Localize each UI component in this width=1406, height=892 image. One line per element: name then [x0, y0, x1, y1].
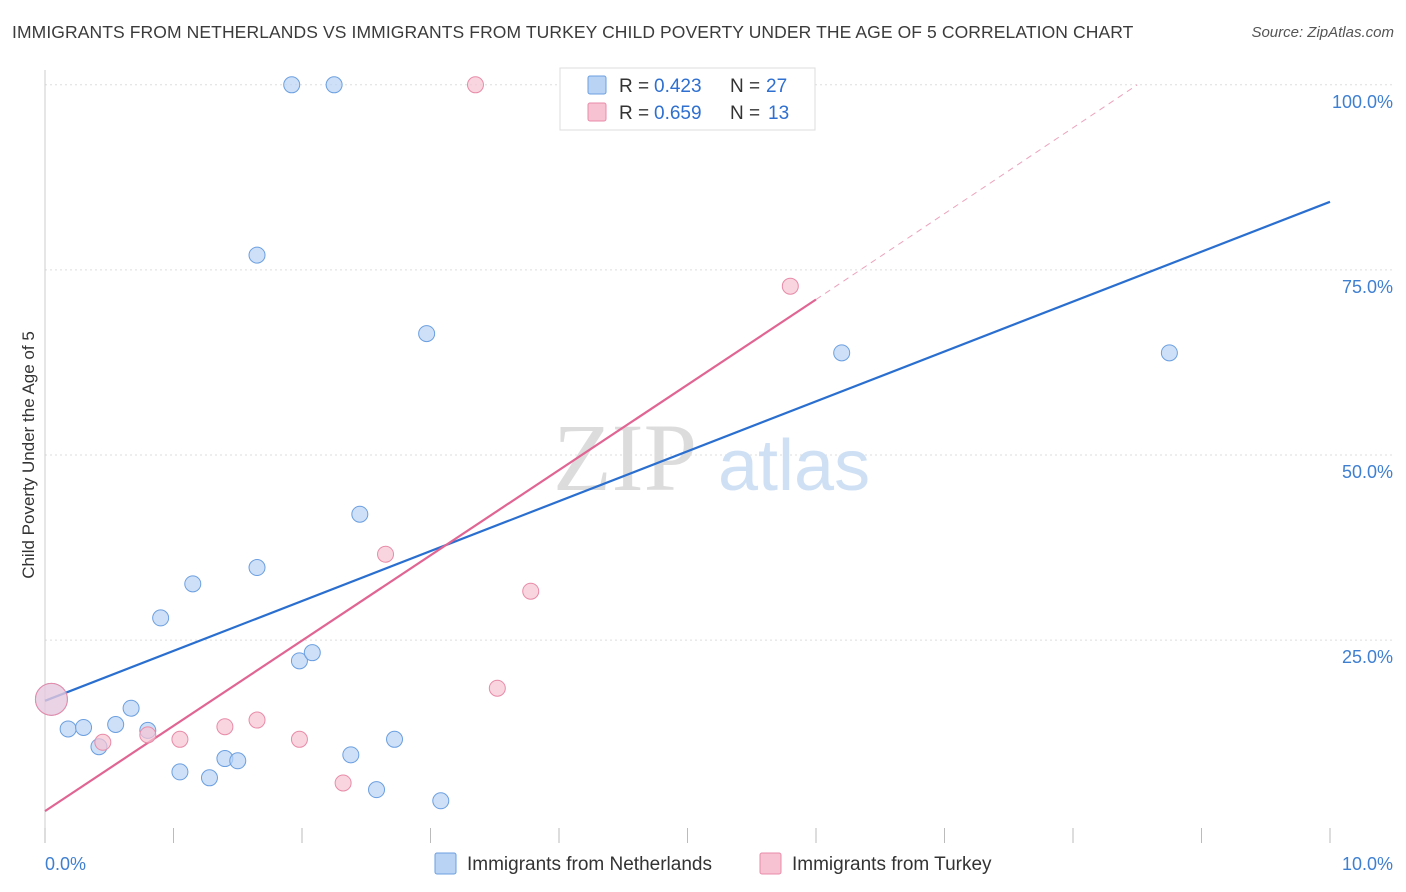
point-0-10 — [200, 769, 218, 787]
data-points — [34, 76, 1178, 810]
point-1-10 — [488, 679, 506, 697]
legend-r-value-turkey: 0.659 — [654, 103, 702, 124]
point-1-0 — [34, 682, 68, 716]
point-0-25 — [833, 344, 851, 362]
tick-labels: 25.0% 50.0% 75.0% 100.0% 0.0% 10.0% — [45, 92, 1393, 874]
trend-extension-1 — [815, 84, 1138, 300]
point-0-8 — [171, 763, 189, 781]
point-1-6 — [290, 730, 308, 748]
bottom-legend: Immigrants from Netherlands Immigrants f… — [434, 852, 992, 875]
point-0-23 — [418, 325, 436, 343]
point-0-1 — [59, 720, 77, 738]
point-0-17 — [303, 644, 321, 662]
point-0-13 — [248, 246, 266, 264]
point-1-7 — [334, 774, 352, 792]
point-1-8 — [377, 545, 395, 563]
legend-swatch-turkey — [587, 102, 607, 122]
point-0-20 — [351, 505, 369, 523]
bottom-legend-swatch-turkey — [759, 852, 782, 875]
trend-line-1 — [44, 298, 817, 813]
point-0-26 — [1160, 344, 1178, 362]
point-1-2 — [139, 726, 157, 744]
point-0-7 — [152, 609, 170, 627]
legend-n-value-turkey: 13 — [768, 103, 789, 124]
point-1-11 — [522, 582, 540, 600]
point-0-19 — [342, 746, 360, 764]
bottom-legend-netherlands: Immigrants from Netherlands — [467, 854, 712, 875]
point-0-24 — [432, 792, 450, 810]
watermark-atlas: atlas — [718, 426, 870, 506]
bottom-legend-swatch-netherlands — [434, 852, 457, 875]
point-0-14 — [248, 559, 266, 577]
legend-r-label-turkey: R = — [619, 103, 649, 124]
point-0-5 — [122, 699, 140, 717]
legend-n-label-turkey: N = — [730, 103, 760, 124]
point-0-16 — [290, 652, 308, 670]
legend-box: R = 0.423 N = 27 R = 0.659 N = 13 — [559, 67, 816, 131]
y-axis-label: Child Poverty Under the Age of 5 — [19, 331, 38, 579]
point-0-18 — [325, 76, 343, 94]
bottom-legend-turkey: Immigrants from Turkey — [792, 854, 992, 875]
point-0-2 — [75, 718, 93, 736]
x-tick-label-0: 0.0% — [45, 854, 86, 874]
legend-swatch-netherlands — [587, 75, 607, 95]
chart-title: IMMIGRANTS FROM NETHERLANDS VS IMMIGRANT… — [12, 22, 1134, 42]
point-0-9 — [184, 575, 202, 593]
point-0-21 — [368, 781, 386, 799]
legend-r-label-netherlands: R = — [619, 76, 649, 97]
point-0-4 — [107, 716, 125, 733]
y-tick-label-1: 50.0% — [1342, 462, 1393, 482]
legend-r-value-netherlands: 0.423 — [654, 76, 702, 97]
watermark: ZIP atlas — [553, 404, 870, 511]
point-1-9 — [466, 76, 484, 94]
legend-n-value-netherlands: 27 — [766, 76, 787, 97]
grid-lines — [45, 84, 1395, 641]
source-label: Source: ZipAtlas.com — [1251, 24, 1394, 41]
x-tick-label-1: 10.0% — [1342, 854, 1393, 874]
point-1-1 — [94, 733, 112, 751]
point-0-22 — [386, 730, 404, 748]
legend-n-label-netherlands: N = — [730, 76, 760, 97]
point-1-3 — [171, 730, 189, 748]
y-tick-label-3: 100.0% — [1332, 92, 1393, 112]
point-1-4 — [216, 718, 234, 736]
y-tick-label-2: 75.0% — [1342, 277, 1393, 297]
point-0-15 — [283, 76, 301, 94]
trend-line-0 — [44, 200, 1331, 702]
point-0-12 — [229, 752, 247, 770]
point-1-5 — [248, 711, 266, 729]
point-1-12 — [781, 277, 799, 295]
y-tick-label-0: 25.0% — [1342, 647, 1393, 667]
trend-lines — [44, 84, 1331, 813]
